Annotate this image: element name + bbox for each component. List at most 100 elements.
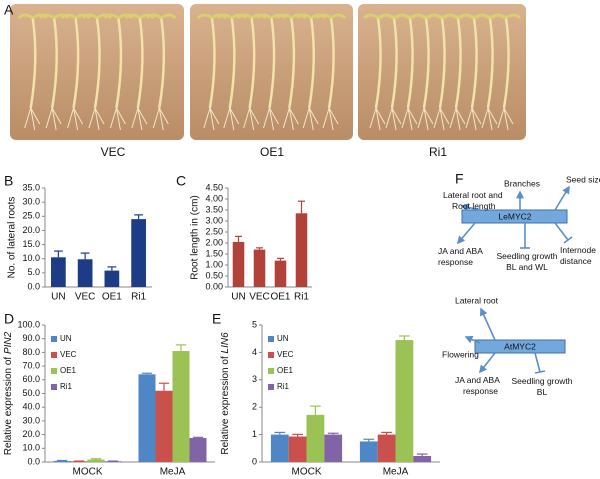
photo-label: OE1 (260, 145, 284, 159)
seedling-root (45, 107, 62, 131)
seedling (288, 17, 296, 109)
node-box (461, 209, 568, 224)
y-tick-label: 25.0 (22, 211, 40, 221)
bar (395, 340, 414, 462)
photo-panel (10, 4, 526, 140)
y-tick-label: 3 (252, 374, 257, 384)
arrow (456, 222, 476, 245)
cotyledon (124, 13, 155, 20)
seedling-root (433, 107, 450, 131)
legend-swatch (51, 336, 57, 342)
seedling-root (449, 107, 466, 131)
y-tick-label: 80.0 (22, 347, 40, 357)
legend-swatch (268, 336, 274, 342)
y-axis-label-part: PIN2 (3, 331, 14, 354)
photo-label: VEC (101, 145, 126, 159)
y-tick-label: 30.0 (22, 197, 40, 207)
seedling-root (109, 107, 126, 131)
node-center: LeMYC2 (498, 211, 531, 221)
y-axis-label-part: Relative expression of (3, 354, 14, 455)
y-tick-label: 40.0 (22, 402, 40, 412)
seedling-root (24, 107, 41, 131)
seedling (50, 17, 58, 109)
seedling (307, 17, 316, 109)
y-tick-label: 20.0 (22, 225, 40, 235)
y-tick-label: 60.0 (22, 374, 40, 384)
seedling-root (417, 107, 434, 131)
bar (104, 270, 120, 287)
seedling (486, 17, 494, 109)
bar (70, 461, 88, 462)
panel-label: A (4, 2, 14, 18)
y-axis-label: No. of lateral roots (7, 197, 18, 279)
y-tick-label: 10.0 (22, 253, 40, 263)
x-tick-label: VEC (249, 292, 270, 303)
node-label: Seedling growth BL (512, 376, 573, 397)
x-tick-label: UN (231, 292, 245, 303)
seedling-root (88, 107, 105, 131)
cotyledon (146, 13, 177, 20)
bar (232, 241, 245, 287)
bar (138, 374, 156, 462)
node-label: Seedling growth BL and WL (497, 251, 558, 272)
x-tick-label: Ri1 (131, 292, 146, 303)
y-tick-label: 0 (252, 456, 257, 466)
y-tick-label: 4 (252, 347, 257, 357)
panel-label: B (4, 173, 13, 189)
photo-label: Ri1 (429, 145, 447, 159)
bar (324, 434, 343, 462)
photo (358, 4, 526, 140)
bar (295, 213, 308, 287)
seedling-root (465, 107, 482, 131)
node-box (474, 339, 566, 354)
legend-swatch (268, 368, 274, 374)
arrow (464, 335, 481, 344)
y-tick-label: 15.0 (22, 239, 40, 249)
seedling (115, 17, 123, 109)
bar (253, 249, 266, 287)
bar (77, 259, 93, 287)
seedling (72, 17, 80, 109)
bar (131, 219, 146, 287)
node-label: Seed size (566, 174, 600, 184)
seedling-root (282, 107, 299, 131)
seedling-root (401, 107, 418, 131)
y-tick-label: 20.0 (22, 429, 40, 439)
bar (270, 434, 289, 462)
legend-swatch (268, 384, 274, 390)
y-tick-label: 100.0 (17, 319, 40, 329)
y-tick-label: 3.50 (205, 204, 223, 214)
panel-label: E (212, 311, 221, 327)
seedling (93, 17, 101, 109)
x-tick-label: OE1 (102, 292, 122, 303)
seedling-root (203, 107, 220, 131)
inhibit-line (534, 352, 541, 373)
y-tick-label: 10.0 (22, 443, 40, 453)
y-axis-label-part: LIN6 (220, 332, 231, 354)
y-tick-label: 1 (252, 429, 257, 439)
legend-label: OE1 (60, 366, 77, 375)
bar (53, 460, 71, 462)
x-tick-label: MOCK (73, 467, 103, 478)
bar (377, 434, 396, 462)
seedling-root (481, 107, 498, 131)
legend-label: Ri1 (60, 382, 73, 391)
seedling-root (223, 107, 240, 131)
seedling-root (497, 107, 514, 131)
legend-label: VEC (277, 350, 294, 359)
cotyledon (103, 13, 134, 20)
y-tick-label: 0.0 (27, 456, 40, 466)
inhibit-bar (534, 370, 546, 374)
x-tick-label: MeJA (383, 467, 409, 478)
bar (274, 260, 287, 287)
seedling-root (67, 107, 84, 131)
y-tick-label: 1.00 (205, 259, 223, 269)
node-label: Branches (504, 178, 540, 188)
y-tick-label: 70.0 (22, 360, 40, 370)
diagram: LeMYC2 Lateral root and Root length Branc… (438, 174, 600, 397)
inhibit-bar (563, 236, 573, 244)
seedling (208, 17, 216, 109)
bar (155, 390, 173, 462)
bar (413, 455, 432, 462)
